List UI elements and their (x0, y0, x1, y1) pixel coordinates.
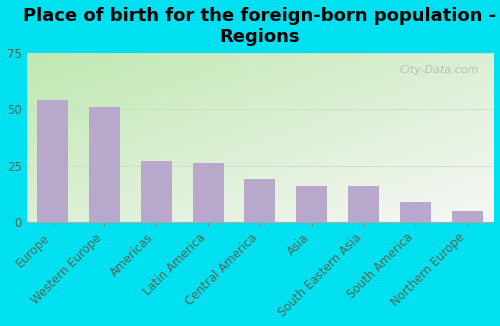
Bar (89, 107, 120, 222)
Text: City-Data.com: City-Data.com (400, 65, 479, 75)
Bar (348, 186, 379, 222)
Bar (192, 163, 224, 222)
Bar (452, 211, 482, 222)
Bar (244, 179, 276, 222)
Bar (37, 100, 68, 222)
Bar (400, 202, 431, 222)
Bar (140, 161, 172, 222)
Title: Place of birth for the foreign-born population -
Regions: Place of birth for the foreign-born popu… (24, 7, 496, 46)
Bar (296, 186, 327, 222)
